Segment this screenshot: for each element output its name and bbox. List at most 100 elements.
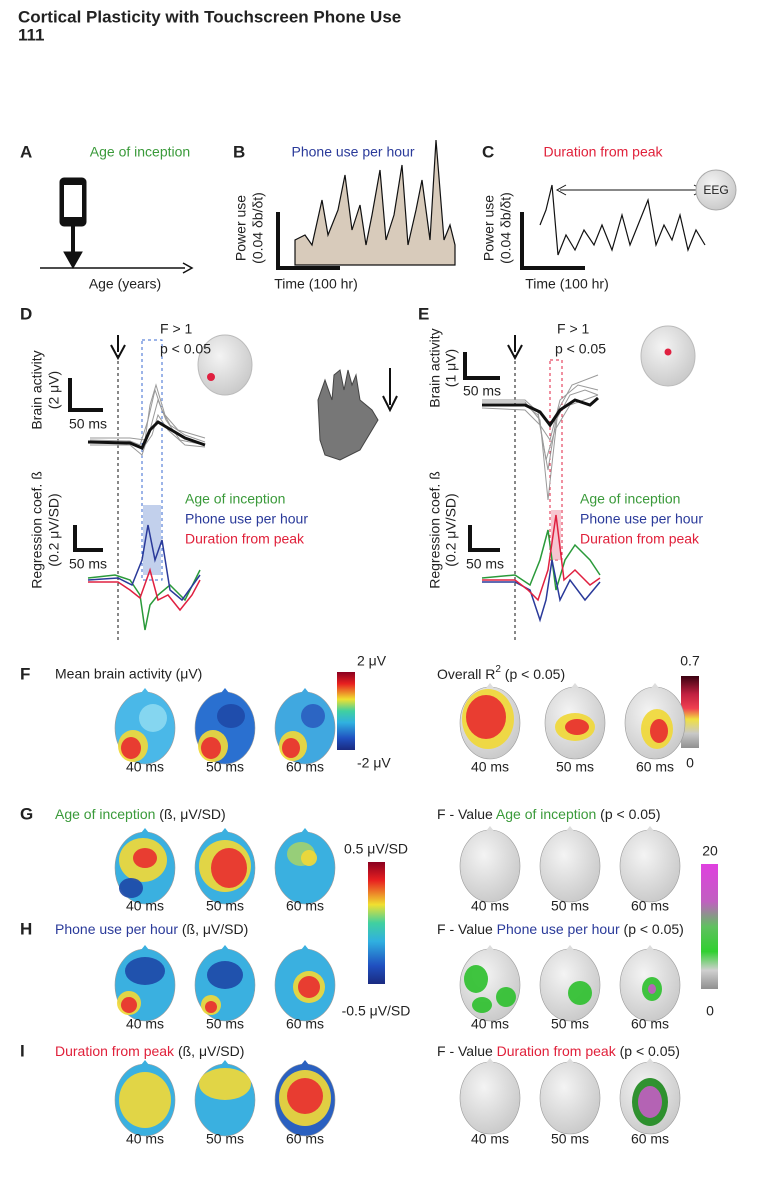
- scalp-region: [282, 738, 300, 758]
- stat-label: F > 1: [160, 321, 193, 337]
- scalp-nose: [566, 945, 574, 950]
- legend-entry: Age of inception: [580, 491, 680, 507]
- scalp-region: [211, 848, 247, 888]
- panel-title: Age of inception (ß, μV/SD): [55, 806, 226, 822]
- scale-label: 50 ms: [466, 556, 504, 572]
- scalp-nose: [486, 683, 494, 688]
- time-label: 60 ms: [631, 898, 669, 914]
- legend-entry: Phone use per hour: [185, 511, 308, 527]
- panel-letter: A: [20, 142, 32, 161]
- time-label: 50 ms: [551, 1131, 589, 1147]
- panel-letter: H: [20, 919, 32, 938]
- panel-letter: B: [233, 142, 245, 161]
- title-part: F - Value: [437, 1043, 497, 1059]
- scalp-region: [121, 997, 137, 1013]
- scalp-nose: [486, 826, 494, 831]
- time-label: 60 ms: [631, 1131, 669, 1147]
- scale-label: 50 ms: [69, 556, 107, 572]
- title-part: F - Value: [437, 806, 496, 822]
- scalp-region: [125, 957, 165, 985]
- title-part: Age of inception: [55, 806, 155, 822]
- stat-label: p < 0.05: [555, 341, 606, 357]
- panel-title: F - Value Phone use per hour (p < 0.05): [437, 921, 684, 937]
- time-label: 60 ms: [286, 759, 324, 775]
- title-part: (p < 0.05): [596, 806, 660, 822]
- time-label: 40 ms: [471, 898, 509, 914]
- scalp-region: [133, 848, 157, 868]
- title-part: (p < 0.05): [620, 921, 684, 937]
- scalp-nose: [566, 1058, 574, 1063]
- y-label: (0.04 δb/δt): [250, 192, 266, 264]
- panel-letter: G: [20, 804, 33, 823]
- colorbar-label: 0: [686, 755, 694, 771]
- time-label: 60 ms: [286, 898, 324, 914]
- time-label: 40 ms: [126, 1016, 164, 1032]
- y-label: (0.04 δb/δt): [498, 192, 514, 264]
- panel-title: Overall R2 (p < 0.05): [437, 664, 565, 682]
- scalp-region: [301, 704, 325, 728]
- y-label: Brain activity: [29, 350, 45, 429]
- scalp-region: [565, 719, 589, 735]
- scalp-map: [539, 1061, 601, 1135]
- panel-title: Phone use per hour (ß, μV/SD): [55, 921, 248, 937]
- y-label: (2 μV): [46, 371, 62, 409]
- scalp-nose: [301, 1060, 309, 1065]
- y-label: Regression coef. ß: [29, 471, 45, 589]
- scalp-nose: [141, 945, 149, 950]
- scalp-region: [121, 737, 141, 759]
- x-label: Time (100 hr): [525, 276, 609, 292]
- colorbar-label: 0.7: [680, 653, 700, 669]
- scalp-nose: [486, 945, 494, 950]
- panel-letter: D: [20, 304, 32, 323]
- time-label: 60 ms: [286, 1016, 324, 1032]
- scalp-region: [650, 719, 668, 743]
- scalp-nose: [651, 683, 659, 688]
- panel-title: Duration from peak (ß, μV/SD): [55, 1043, 244, 1059]
- scalp-region: [119, 878, 143, 898]
- panel-letter: F: [20, 664, 30, 683]
- scalp-nose: [566, 826, 574, 831]
- scalp-nose: [141, 1060, 149, 1065]
- scalp-region: [287, 1078, 323, 1114]
- time-label: 50 ms: [206, 759, 244, 775]
- scalp-map: [619, 829, 681, 903]
- scalp-nose: [571, 683, 579, 688]
- scalp-region: [217, 704, 245, 728]
- title-part: Overall R: [437, 666, 495, 682]
- title-part: Age of inception: [496, 806, 596, 822]
- scalp-region: [119, 1072, 171, 1128]
- time-label: 50 ms: [551, 898, 589, 914]
- title-part: (ß, μV/SD): [178, 921, 248, 937]
- superscript: 2: [495, 664, 501, 675]
- scale-label: 50 ms: [463, 383, 501, 399]
- scalp-region: [139, 704, 167, 732]
- time-label: 40 ms: [126, 759, 164, 775]
- scalp-nose: [646, 945, 654, 950]
- scalp-region: [496, 987, 516, 1007]
- scalp-region: [648, 984, 656, 994]
- title-part: F - Value: [437, 921, 497, 937]
- panel-title: F - Value Duration from peak (p < 0.05): [437, 1043, 680, 1059]
- scalp-nose: [301, 828, 309, 833]
- scalp-region: [466, 695, 506, 739]
- title-part: (p < 0.05): [616, 1043, 680, 1059]
- scalp-region: [205, 1001, 217, 1013]
- time-label: 40 ms: [471, 759, 509, 775]
- page-number: 111: [18, 25, 45, 44]
- time-label: 40 ms: [126, 898, 164, 914]
- title-part: (ß, μV/SD): [155, 806, 225, 822]
- colorbar-label: 20: [702, 843, 718, 859]
- time-label: 40 ms: [471, 1131, 509, 1147]
- time-label: 60 ms: [631, 1016, 669, 1032]
- stat-label: p < 0.05: [160, 341, 211, 357]
- scalp-region: [301, 850, 317, 866]
- layout: [40, 139, 737, 989]
- panel-title: F - Value Age of inception (p < 0.05): [437, 806, 661, 822]
- title-part: Phone use per hour: [55, 921, 178, 937]
- scale-label: 50 ms: [69, 416, 107, 432]
- y-label: (1 μV): [443, 349, 459, 387]
- time-label: 50 ms: [206, 1131, 244, 1147]
- stat-label: F > 1: [557, 321, 590, 337]
- time-label: 50 ms: [556, 759, 594, 775]
